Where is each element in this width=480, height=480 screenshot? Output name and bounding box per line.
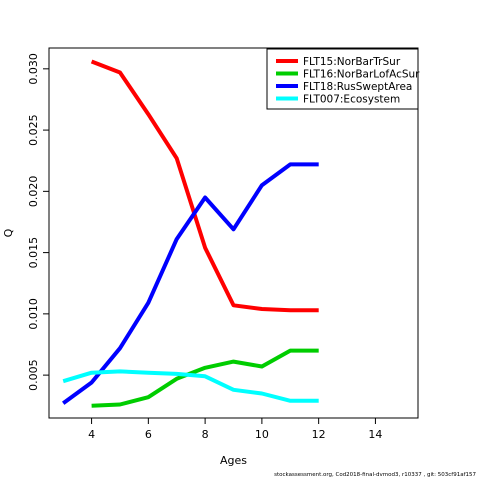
plot-frame [48, 47, 419, 419]
legend-label: FLT007:Ecosystem [303, 94, 400, 106]
series-line [90, 59, 319, 313]
y-tick-label: 0.030 [27, 53, 40, 85]
legend-label: FLT15:NorBarTrSur [303, 56, 401, 68]
plot-area [62, 59, 319, 408]
axes: 4 6 8 10 12 14 0.005 0.010 0.015 0.020 0.025 0.030 A… [2, 47, 419, 467]
y-axis-title: Q [2, 228, 15, 237]
series-line [91, 348, 319, 408]
footer-caption: stockassessment.org, Cod2018-final-dvmod… [274, 472, 476, 478]
x-tick-label: 12 [312, 428, 326, 441]
y-tick-label: 0.015 [27, 237, 40, 269]
x-tick-label: 4 [88, 428, 95, 441]
x-axis-title: Ages [220, 454, 247, 467]
x-tick-label: 6 [145, 428, 152, 441]
legend-label: FLT16:NorBarLofAcSur [303, 69, 420, 81]
series-line [62, 162, 319, 405]
y-tick-label: 0.010 [27, 298, 40, 330]
y-tick-label: 0.025 [27, 114, 40, 146]
y-tick-label: 0.005 [27, 359, 40, 391]
x-tick-label: 14 [368, 428, 382, 441]
x-tick-label: 10 [255, 428, 269, 441]
legend: FLT15:NorBarTrSurFLT16:NorBarLofAcSurFLT… [266, 48, 420, 110]
y-tick-label: 0.020 [27, 176, 40, 208]
series-line [62, 369, 319, 403]
legend-label: FLT18:RusSweptArea [303, 81, 412, 93]
x-tick-label: 8 [202, 428, 209, 441]
